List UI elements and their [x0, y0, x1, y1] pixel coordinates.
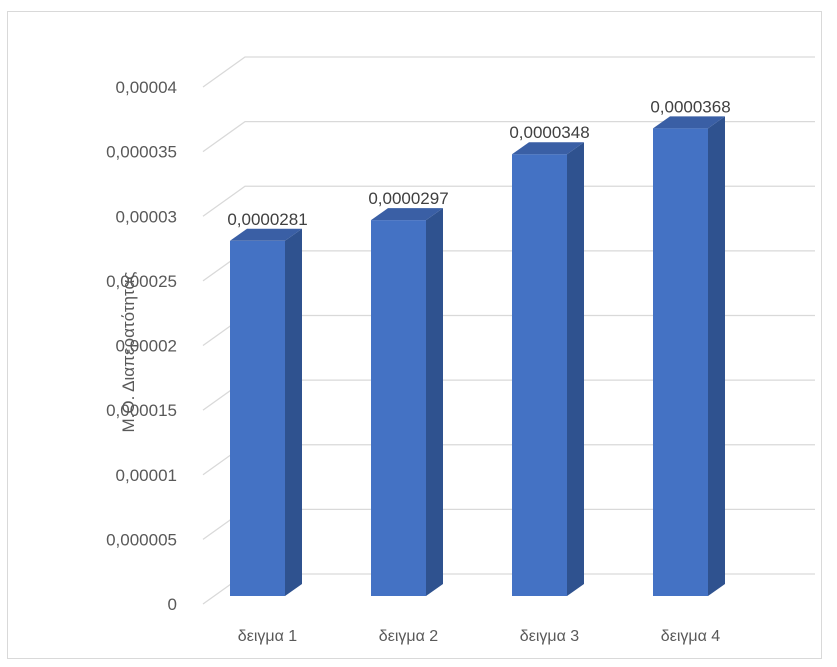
y-tick-label: 0,00003	[116, 207, 177, 226]
gridline	[202, 56, 815, 88]
y-tick-label: 0,000005	[106, 530, 177, 549]
y-tick-label: 0,000025	[106, 272, 177, 291]
category-label: δειγμα 3	[520, 628, 580, 645]
data-label: 0,0000281	[227, 210, 307, 229]
y-tick-label: 0,00001	[116, 466, 177, 485]
gridline	[202, 120, 815, 153]
bar-side	[567, 142, 584, 596]
bar-side	[426, 208, 443, 596]
bar	[512, 154, 567, 596]
y-tick-label: 0	[168, 595, 177, 614]
bar-side	[708, 116, 725, 597]
y-tick-label: 0,000015	[106, 401, 177, 420]
bar-top	[653, 116, 725, 129]
bar	[230, 240, 285, 596]
labels: 0 0,000005 0,00001 0,000015 0,00002 0,000025 0…	[106, 78, 731, 645]
y-axis-title: Μ.Ο. Διαπερατότητας	[119, 272, 138, 433]
data-label: 0,0000348	[509, 123, 589, 142]
category-label: δειγμα 2	[379, 628, 439, 645]
bar-side	[285, 228, 302, 596]
bar-top	[512, 142, 584, 155]
category-label: δειγμα 1	[238, 628, 298, 645]
data-label: 0,0000297	[368, 189, 448, 208]
bar	[371, 220, 426, 596]
y-tick-label: 0,00002	[116, 337, 177, 356]
bar-top	[230, 228, 302, 241]
y-tick-label: 0,000035	[106, 143, 177, 162]
y-tick-label: 0,00004	[116, 78, 177, 97]
data-label: 0,0000368	[650, 97, 730, 116]
bar-top	[371, 208, 443, 221]
bars	[230, 116, 725, 597]
bar	[653, 128, 708, 597]
category-label: δειγμα 4	[661, 628, 721, 645]
gridline	[202, 185, 815, 217]
